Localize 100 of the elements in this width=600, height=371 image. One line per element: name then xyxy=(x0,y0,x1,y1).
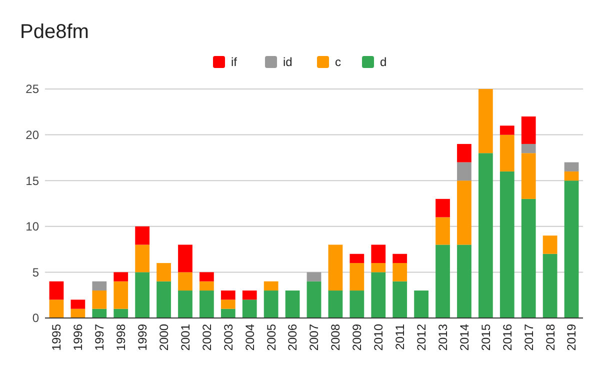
y-tick-label: 20 xyxy=(26,128,40,142)
bar xyxy=(178,290,192,318)
bar xyxy=(178,272,192,291)
x-tick-label: 1999 xyxy=(136,324,150,351)
x-tick-label: 2016 xyxy=(500,324,514,351)
y-tick-label: 5 xyxy=(32,265,40,280)
x-tick-label: 2004 xyxy=(242,324,257,351)
x-tick-label: 2006 xyxy=(286,324,300,351)
x-tick-label: 2019 xyxy=(564,324,579,351)
bar xyxy=(436,244,450,318)
bar xyxy=(478,153,493,318)
bar xyxy=(392,254,408,264)
bar xyxy=(371,263,386,272)
bar xyxy=(220,300,236,309)
bar xyxy=(564,171,579,181)
bar xyxy=(457,244,472,318)
bar xyxy=(135,272,150,318)
bar xyxy=(220,308,236,318)
bar xyxy=(350,263,364,291)
x-tick-label: 2011 xyxy=(393,324,408,350)
y-tick-label: 15 xyxy=(26,174,40,188)
legend-label: if xyxy=(231,55,238,70)
x-tick-label: 2007 xyxy=(307,324,322,351)
bar xyxy=(392,263,408,282)
bar xyxy=(521,144,536,154)
bar xyxy=(114,272,128,282)
bar xyxy=(49,281,64,300)
x-tick-label: 1998 xyxy=(114,324,128,351)
bar xyxy=(328,244,343,291)
bar xyxy=(135,226,150,245)
bar xyxy=(457,162,472,181)
bar xyxy=(521,153,536,199)
legend-label: id xyxy=(283,55,292,70)
bar xyxy=(156,263,171,282)
bar xyxy=(200,281,214,291)
x-tick-label: 1995 xyxy=(50,324,64,351)
bar xyxy=(306,281,322,318)
bar xyxy=(200,272,214,282)
bar xyxy=(500,126,514,135)
bar xyxy=(92,281,107,291)
bar xyxy=(436,198,450,218)
x-tick-label: 2001 xyxy=(178,324,192,351)
bar xyxy=(457,180,472,245)
bar xyxy=(242,290,257,300)
bar xyxy=(178,244,192,272)
legend-label: d xyxy=(380,55,387,70)
x-tick-label: 2017 xyxy=(522,324,536,351)
bar xyxy=(135,244,150,272)
x-tick-label: 2003 xyxy=(221,324,236,351)
y-tick-label: 0 xyxy=(32,311,40,326)
x-tick-label: 2009 xyxy=(350,324,364,351)
x-tick-label: 2002 xyxy=(200,324,214,351)
bar xyxy=(92,308,107,318)
bar xyxy=(70,300,86,309)
bar xyxy=(200,290,214,318)
bar xyxy=(542,254,558,318)
bar xyxy=(350,290,364,318)
bar xyxy=(521,198,536,318)
bar xyxy=(542,236,558,254)
x-tick-label: 2008 xyxy=(328,324,343,351)
bar xyxy=(521,116,536,144)
bar xyxy=(371,244,386,264)
x-tick-label: 2012 xyxy=(414,324,428,351)
x-tick-label: 2013 xyxy=(436,324,450,351)
bar xyxy=(264,281,278,291)
x-tick-label: 2005 xyxy=(264,324,278,351)
x-tick-label: 2014 xyxy=(457,324,472,351)
x-tick-label: 2000 xyxy=(156,324,171,351)
bar xyxy=(500,134,514,172)
bar xyxy=(285,290,300,318)
bar xyxy=(114,281,128,309)
bar xyxy=(306,272,322,282)
bar xyxy=(156,281,171,318)
bar xyxy=(457,144,472,162)
bar xyxy=(242,300,257,318)
bar xyxy=(328,290,343,318)
y-tick-label: 25 xyxy=(26,82,40,96)
bar xyxy=(220,290,236,300)
x-tick-label: 1997 xyxy=(92,324,107,351)
bar xyxy=(70,308,86,318)
bar xyxy=(392,281,408,318)
bar xyxy=(92,290,107,309)
x-tick-label: 2015 xyxy=(478,324,493,351)
bar xyxy=(414,290,428,318)
bar xyxy=(478,89,493,154)
bar xyxy=(564,180,579,318)
bar xyxy=(500,171,514,318)
bar xyxy=(564,162,579,172)
bar xyxy=(371,272,386,318)
bar xyxy=(114,308,128,318)
x-tick-label: 2010 xyxy=(372,324,386,351)
chart-title: Pde8fm xyxy=(20,21,89,43)
bar xyxy=(264,290,278,318)
x-tick-label: 1996 xyxy=(71,324,86,351)
bar xyxy=(350,254,364,264)
bar xyxy=(49,300,64,318)
x-tick-label: 2018 xyxy=(543,324,558,351)
bar xyxy=(436,217,450,245)
y-tick-label: 10 xyxy=(26,220,40,234)
legend-label: c xyxy=(335,55,341,70)
